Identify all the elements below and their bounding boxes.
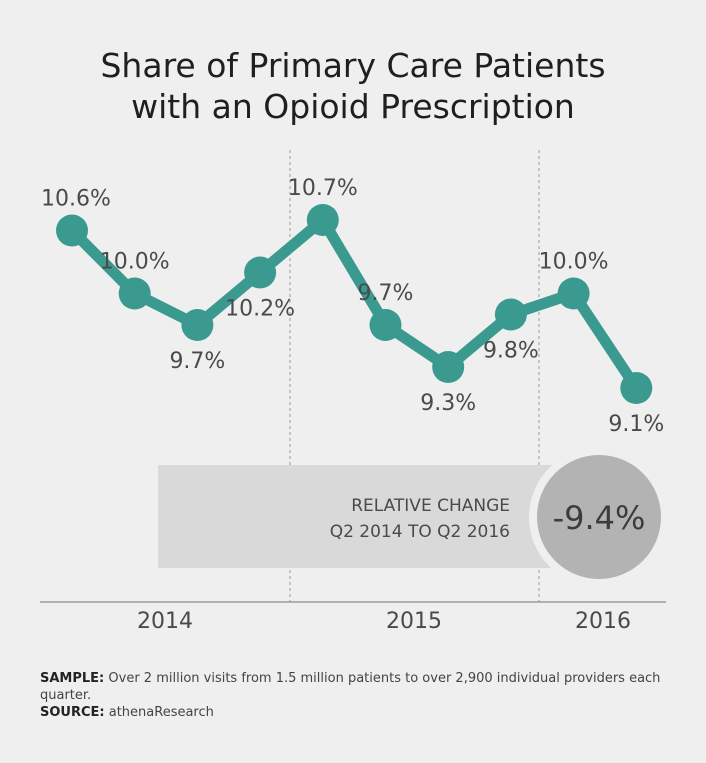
sample-text: Over 2 million visits from 1.5 million p… <box>40 671 661 703</box>
footer-sample: SAMPLE: Over 2 million visits from 1.5 m… <box>40 670 680 704</box>
data-label-8: 9.8% <box>483 339 539 364</box>
relative-change-callout: RELATIVE CHANGE Q2 2014 TO Q2 2016 -9.4% <box>158 447 669 587</box>
data-label-7: 9.3% <box>420 391 476 416</box>
data-label-10: 9.1% <box>608 412 664 437</box>
x-tick-2016: 2016 <box>575 609 631 634</box>
footer-source: SOURCE: athenaResearch <box>40 704 680 721</box>
data-point-7 <box>432 351 465 383</box>
callout-line-2: Q2 2014 TO Q2 2016 <box>330 522 510 542</box>
footer: SAMPLE: Over 2 million visits from 1.5 m… <box>40 670 680 721</box>
series-segment-9 <box>568 288 642 394</box>
source-text: athenaResearch <box>104 705 214 720</box>
data-label-3: 9.7% <box>169 349 225 374</box>
data-point-2 <box>118 277 151 310</box>
chart-title-line-1: Share of Primary Care Patients <box>100 46 605 85</box>
callout-box <box>158 465 588 568</box>
x-tick-2014: 2014 <box>137 609 193 634</box>
series-group <box>56 204 653 404</box>
data-point-10 <box>620 372 653 404</box>
data-label-1: 10.6% <box>41 187 111 212</box>
data-labels-group: 10.6% 10.0% 9.7% 10.2% 10.7% 9.7% 9.3% 9.8% 10.0… <box>41 176 664 437</box>
data-point-4 <box>244 256 277 289</box>
sample-label: SAMPLE: <box>40 671 105 686</box>
data-label-5: 10.7% <box>288 176 358 201</box>
data-point-8 <box>494 298 527 331</box>
data-label-4: 10.2% <box>225 297 295 322</box>
data-point-1 <box>56 214 88 247</box>
data-label-6: 9.7% <box>358 281 414 306</box>
data-label-2: 10.0% <box>100 250 170 275</box>
data-point-9 <box>557 277 590 310</box>
callout-value: -9.4% <box>553 499 646 537</box>
data-point-3 <box>181 309 214 341</box>
source-label: SOURCE: <box>40 705 105 720</box>
chart-title-line-2: with an Opioid Prescription <box>131 87 575 126</box>
series-segment-5 <box>317 214 391 331</box>
x-tick-2015: 2015 <box>386 609 442 634</box>
callout-line-1: RELATIVE CHANGE <box>351 496 510 516</box>
data-point-5 <box>306 204 339 236</box>
data-label-9: 10.0% <box>539 250 609 275</box>
data-point-6 <box>369 309 402 341</box>
callout-circle <box>529 447 669 587</box>
